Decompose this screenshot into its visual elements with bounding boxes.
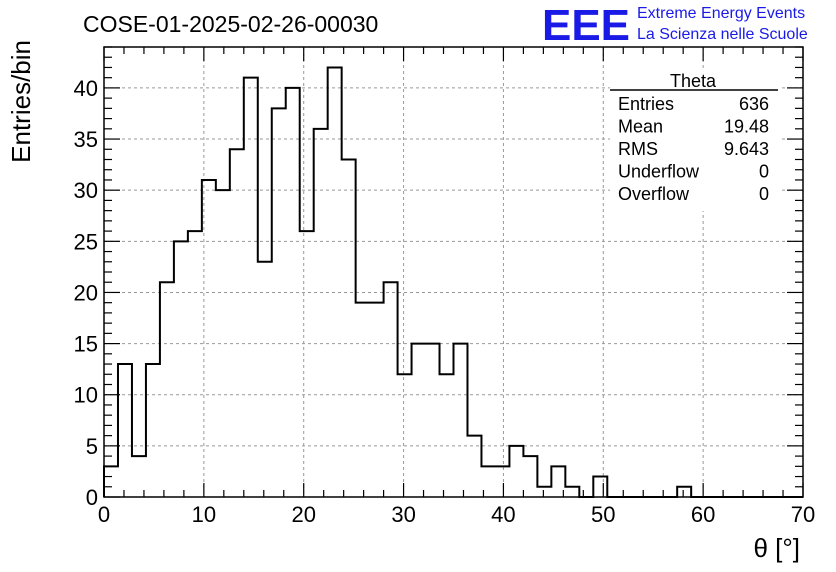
x-axis-label: θ [°]: [753, 533, 800, 563]
histogram-bin: [440, 374, 454, 497]
y-tick-label: 10: [74, 383, 98, 408]
histogram-bin: [523, 456, 537, 497]
histogram-bin: [230, 149, 244, 497]
histogram-bin: [328, 67, 342, 497]
histogram-bin: [412, 344, 426, 497]
histogram-bin: [104, 466, 118, 497]
histogram-bin: [342, 160, 356, 498]
stats-row-label: Mean: [618, 117, 663, 137]
stats-row-label: RMS: [618, 139, 658, 159]
x-tick-label: 10: [192, 502, 216, 527]
logo-eee-mark: EEE: [542, 1, 630, 50]
histogram-bin: [146, 364, 160, 497]
x-tick-label: 20: [291, 502, 315, 527]
histogram-bin: [244, 78, 258, 497]
histogram-bin: [593, 477, 607, 497]
histogram-bin: [384, 282, 398, 497]
histogram-bin: [495, 466, 509, 497]
histogram-bin: [467, 436, 481, 497]
histogram-bin: [300, 231, 314, 497]
x-tick-label: 0: [98, 502, 110, 527]
histogram-bin: [188, 231, 202, 497]
histogram-bin: [314, 129, 328, 497]
y-tick-label: 0: [86, 485, 98, 510]
logo-line-2: La Scienza nelle Scuole: [637, 26, 808, 43]
histogram-bin: [216, 190, 230, 497]
histogram-bin: [174, 241, 188, 497]
x-tick-labels: 0 10 20 30 40 50 60 70: [98, 502, 815, 527]
histogram-bin: [370, 303, 384, 497]
y-tick-label: 5: [86, 434, 98, 459]
stats-box-title: Theta: [670, 71, 717, 91]
x-tick-label: 40: [491, 502, 515, 527]
histogram-bin: [565, 487, 579, 497]
histogram-bin: [454, 344, 468, 497]
tick-marks: [103, 46, 804, 498]
stats-box: Theta Entries 636 Mean 19.48 RMS 9.643 Underfl…: [610, 71, 780, 211]
histogram-bin: [258, 262, 272, 497]
stats-row-label: Overflow: [618, 184, 690, 204]
x-tick-label: 30: [391, 502, 415, 527]
logo-line-1: Extreme Energy Events: [637, 5, 805, 22]
stats-row-value: 636: [739, 94, 769, 114]
stats-row-value: 9.643: [724, 139, 769, 159]
eee-logo: EEE Extreme Energy Events La Scienza nel…: [542, 1, 808, 50]
histogram-bin: [272, 108, 286, 497]
x-tick-label: 50: [591, 502, 615, 527]
y-tick-label: 15: [74, 332, 98, 357]
stats-row-value: 0: [759, 184, 769, 204]
y-tick-label: 40: [74, 76, 98, 101]
histogram-bin: [398, 374, 412, 497]
histogram-bin: [426, 344, 440, 497]
chart-title: COSE-01-2025-02-26-00030: [83, 11, 378, 37]
y-tick-labels: 0 5 10 15 20 25 30 35 40: [74, 76, 98, 510]
x-tick-label: 70: [791, 502, 815, 527]
x-tick-label: 60: [691, 502, 715, 527]
y-tick-label: 30: [74, 178, 98, 203]
histogram-bin: [118, 364, 132, 497]
histogram-bin: [160, 282, 174, 497]
y-tick-label: 20: [74, 280, 98, 305]
stats-row-value: 19.48: [724, 117, 769, 137]
stats-rows: Entries 636 Mean 19.48 RMS 9.643 Underflow 0 Ove…: [618, 94, 769, 204]
y-tick-label: 25: [74, 229, 98, 254]
histogram-bin: [286, 88, 300, 497]
stats-row-label: Entries: [618, 94, 674, 114]
histogram-bin: [537, 487, 551, 497]
histogram-bin: [356, 303, 370, 497]
stats-box-background: [610, 71, 780, 211]
stats-row-value: 0: [759, 162, 769, 182]
histogram-bin: [677, 487, 691, 497]
histogram-bin: [509, 446, 523, 497]
y-axis-label: Entries/bin: [6, 40, 36, 163]
stats-row-label: Underflow: [618, 162, 700, 182]
histogram-bin: [202, 180, 216, 497]
y-tick-label: 35: [74, 127, 98, 152]
